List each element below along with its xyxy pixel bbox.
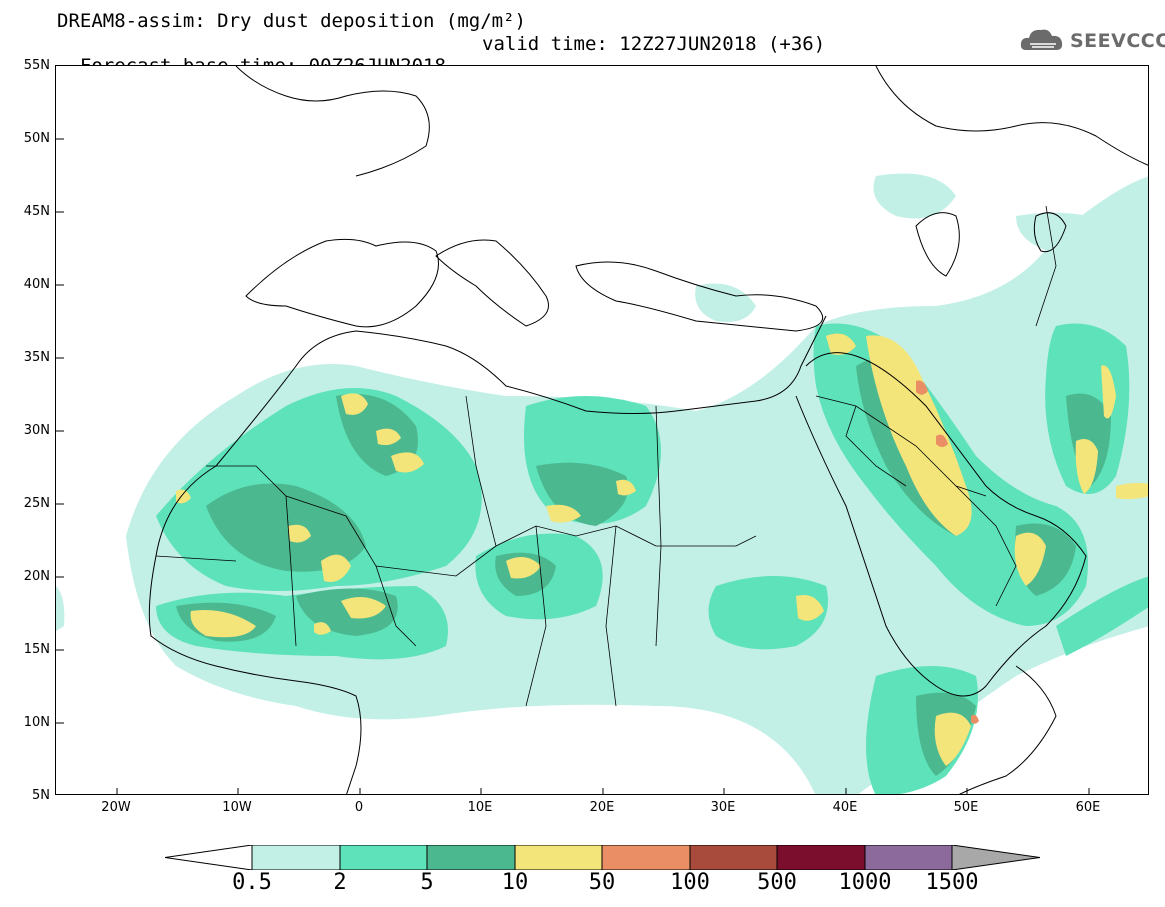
logo-text: SEEVCCC (1070, 30, 1165, 52)
coastlines (148, 66, 1148, 794)
lat-label: 15N (23, 642, 50, 657)
lat-label: 25N (23, 496, 50, 511)
colorbar-label: 0.5 (232, 870, 272, 895)
colorbar-label: 10 (501, 870, 529, 895)
colorbar-label: 2 (333, 870, 347, 895)
lat-label: 50N (23, 131, 50, 146)
colorbar-label: 50 (588, 870, 616, 895)
lon-label: 30E (710, 800, 736, 815)
colorbar-segment (514, 845, 603, 870)
valid-time: valid time: 12Z27JUN2018 (+36) (482, 33, 826, 55)
colorbar-over-triangle (951, 845, 1040, 870)
lat-label: 40N (23, 277, 50, 292)
lat-label: 20N (23, 569, 50, 584)
colorbar (165, 845, 1040, 870)
lon-label: 40E (832, 800, 858, 815)
lat-label: 55N (23, 58, 50, 73)
colorbar-under-triangle (165, 845, 253, 870)
deposition-layer-10-50 (176, 333, 1148, 766)
lon-label: 0 (354, 800, 364, 815)
lat-label: 30N (23, 423, 50, 438)
colorbar-segment (339, 845, 428, 870)
colorbar-segment (251, 845, 341, 870)
colorbar-segment (426, 845, 516, 870)
lon-label: 60E (1075, 800, 1101, 815)
deposition-layer-50-100 (916, 380, 979, 724)
cloud-logo-icon (1020, 29, 1063, 50)
lon-label: 50E (953, 800, 979, 815)
colorbar-segment (864, 845, 953, 870)
lon-label: 20E (589, 800, 615, 815)
seevccc-logo: SEEVCCC (1018, 22, 1165, 58)
colorbar-label: 100 (670, 870, 710, 895)
lon-label: 10E (467, 800, 493, 815)
colorbar-label: 500 (757, 870, 797, 895)
lat-label: 5N (32, 788, 50, 803)
lat-label: 10N (23, 715, 50, 730)
colorbar-segment (776, 845, 866, 870)
map-canvas (56, 66, 1148, 794)
colorbar-segment (689, 845, 778, 870)
lat-label: 45N (23, 204, 50, 219)
lon-ticks (116, 788, 1090, 794)
country-borders (155, 205, 1057, 707)
colorbar-label: 5 (420, 870, 434, 895)
map-title: DREAM8-assim: Dry dust deposition (mg/m²… (57, 10, 526, 32)
lat-ticks (56, 138, 64, 724)
dust-deposition-map (55, 65, 1149, 795)
colorbar-label: 1500 (925, 870, 979, 895)
lon-label: 10W (222, 800, 252, 815)
lon-label: 20W (101, 800, 131, 815)
lat-label: 35N (23, 350, 50, 365)
colorbar-segment (601, 845, 691, 870)
colorbar-label: 1000 (838, 870, 892, 895)
